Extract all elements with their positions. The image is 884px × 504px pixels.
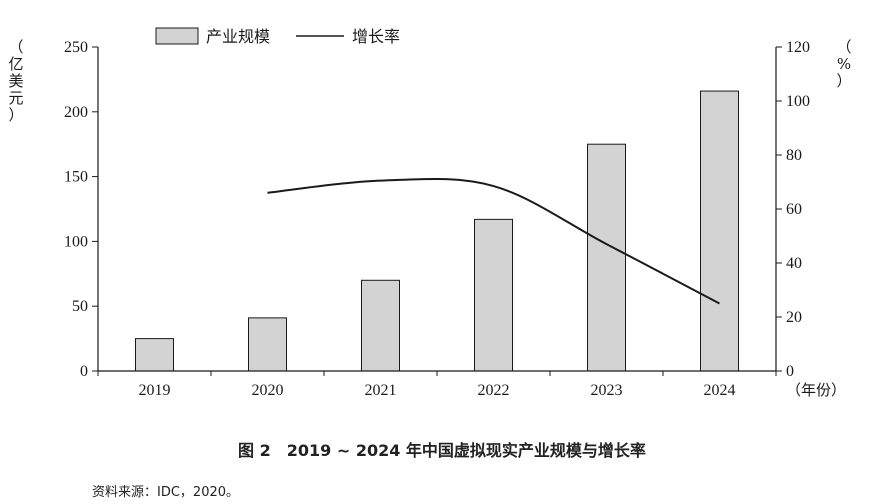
left-tick-label: 50 — [72, 298, 88, 315]
left-tick-label: 200 — [64, 104, 88, 121]
left-axis-title-char: 亿 — [8, 55, 23, 73]
left-axis-title-char: （ — [8, 38, 23, 56]
x-unit-label: （年份） — [786, 381, 846, 399]
left-tick-label: 250 — [64, 39, 88, 56]
left-axis-title-char: 美 — [8, 72, 23, 90]
right-axis-title-char: （ — [836, 38, 851, 56]
right-tick-label: 80 — [786, 147, 802, 164]
bar-2024 — [700, 90, 739, 372]
left-axis-title-char: 元 — [8, 89, 23, 107]
x-tick-label: 2024 — [704, 382, 736, 399]
right-tick-label: 60 — [786, 201, 802, 218]
growth-rate-line — [267, 177, 720, 305]
x-tick-label: 2023 — [591, 382, 623, 399]
legend-label-line: 增长率 — [352, 27, 400, 46]
bar-2020 — [248, 317, 287, 372]
right-tick-label: 40 — [786, 255, 802, 272]
x-tick-label: 2019 — [139, 382, 171, 399]
left-tick-label: 100 — [64, 233, 88, 250]
chart-area: 0 50 100 150 200 250 0 20 40 60 80 100 120 2019 2020 20… — [8, 27, 851, 399]
left-tick-label: 0 — [80, 363, 88, 380]
x-tick-label: 2020 — [252, 382, 284, 399]
right-tick-label: 0 — [786, 363, 794, 380]
legend-swatch-bar — [155, 27, 199, 45]
left-tick-label: 150 — [64, 169, 88, 186]
left-axis-title-char: ） — [8, 106, 23, 124]
bar-2022 — [474, 218, 513, 372]
x-tick-label: 2021 — [365, 382, 397, 399]
right-tick-label: 120 — [786, 39, 810, 56]
source-note: 资料来源：IDC，2020。 — [92, 485, 240, 500]
bar-2021 — [361, 279, 400, 372]
right-axis-title-char: % — [837, 55, 851, 73]
right-tick-label: 20 — [786, 309, 802, 326]
right-axis-title-char: ） — [836, 72, 851, 90]
figure-caption: 图 2 2019 ~ 2024 年中国虚拟现实产业规模与增长率 — [238, 441, 646, 460]
right-tick-label: 100 — [786, 93, 810, 110]
bar-2023 — [587, 143, 626, 372]
legend-label-bar: 产业规模 — [206, 27, 270, 46]
combo-chart: 0 50 100 150 200 250 0 20 40 60 80 100 120 2019 2020 20… — [8, 27, 851, 399]
bar-2019 — [135, 338, 174, 372]
x-tick-label: 2022 — [478, 382, 510, 399]
